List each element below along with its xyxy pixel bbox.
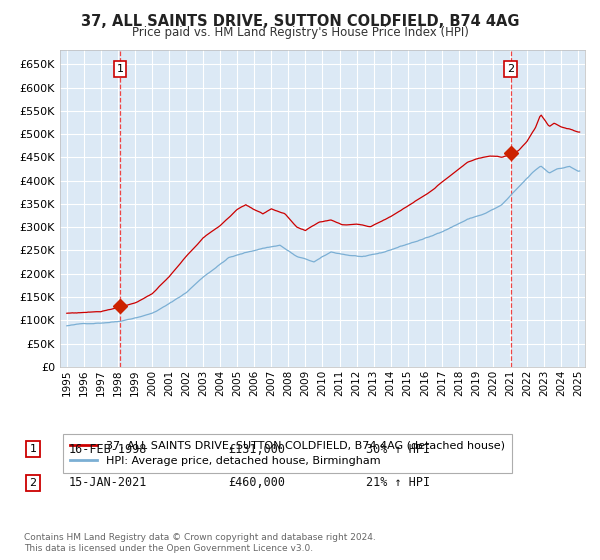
Text: 2: 2 xyxy=(29,478,37,488)
Text: 16-FEB-1998: 16-FEB-1998 xyxy=(69,442,148,456)
Text: Price paid vs. HM Land Registry's House Price Index (HPI): Price paid vs. HM Land Registry's House … xyxy=(131,26,469,39)
Text: 15-JAN-2021: 15-JAN-2021 xyxy=(69,476,148,489)
Text: 2: 2 xyxy=(507,64,514,74)
Text: Contains HM Land Registry data © Crown copyright and database right 2024.
This d: Contains HM Land Registry data © Crown c… xyxy=(24,533,376,553)
Text: £460,000: £460,000 xyxy=(228,476,285,489)
Text: 30% ↑ HPI: 30% ↑ HPI xyxy=(366,442,430,456)
Text: £131,000: £131,000 xyxy=(228,442,285,456)
Text: 1: 1 xyxy=(29,444,37,454)
Text: 1: 1 xyxy=(116,64,124,74)
Legend: 37, ALL SAINTS DRIVE, SUTTON COLDFIELD, B74 4AG (detached house), HPI: Average p: 37, ALL SAINTS DRIVE, SUTTON COLDFIELD, … xyxy=(63,434,512,473)
Text: 37, ALL SAINTS DRIVE, SUTTON COLDFIELD, B74 4AG: 37, ALL SAINTS DRIVE, SUTTON COLDFIELD, … xyxy=(81,14,519,29)
Text: 21% ↑ HPI: 21% ↑ HPI xyxy=(366,476,430,489)
